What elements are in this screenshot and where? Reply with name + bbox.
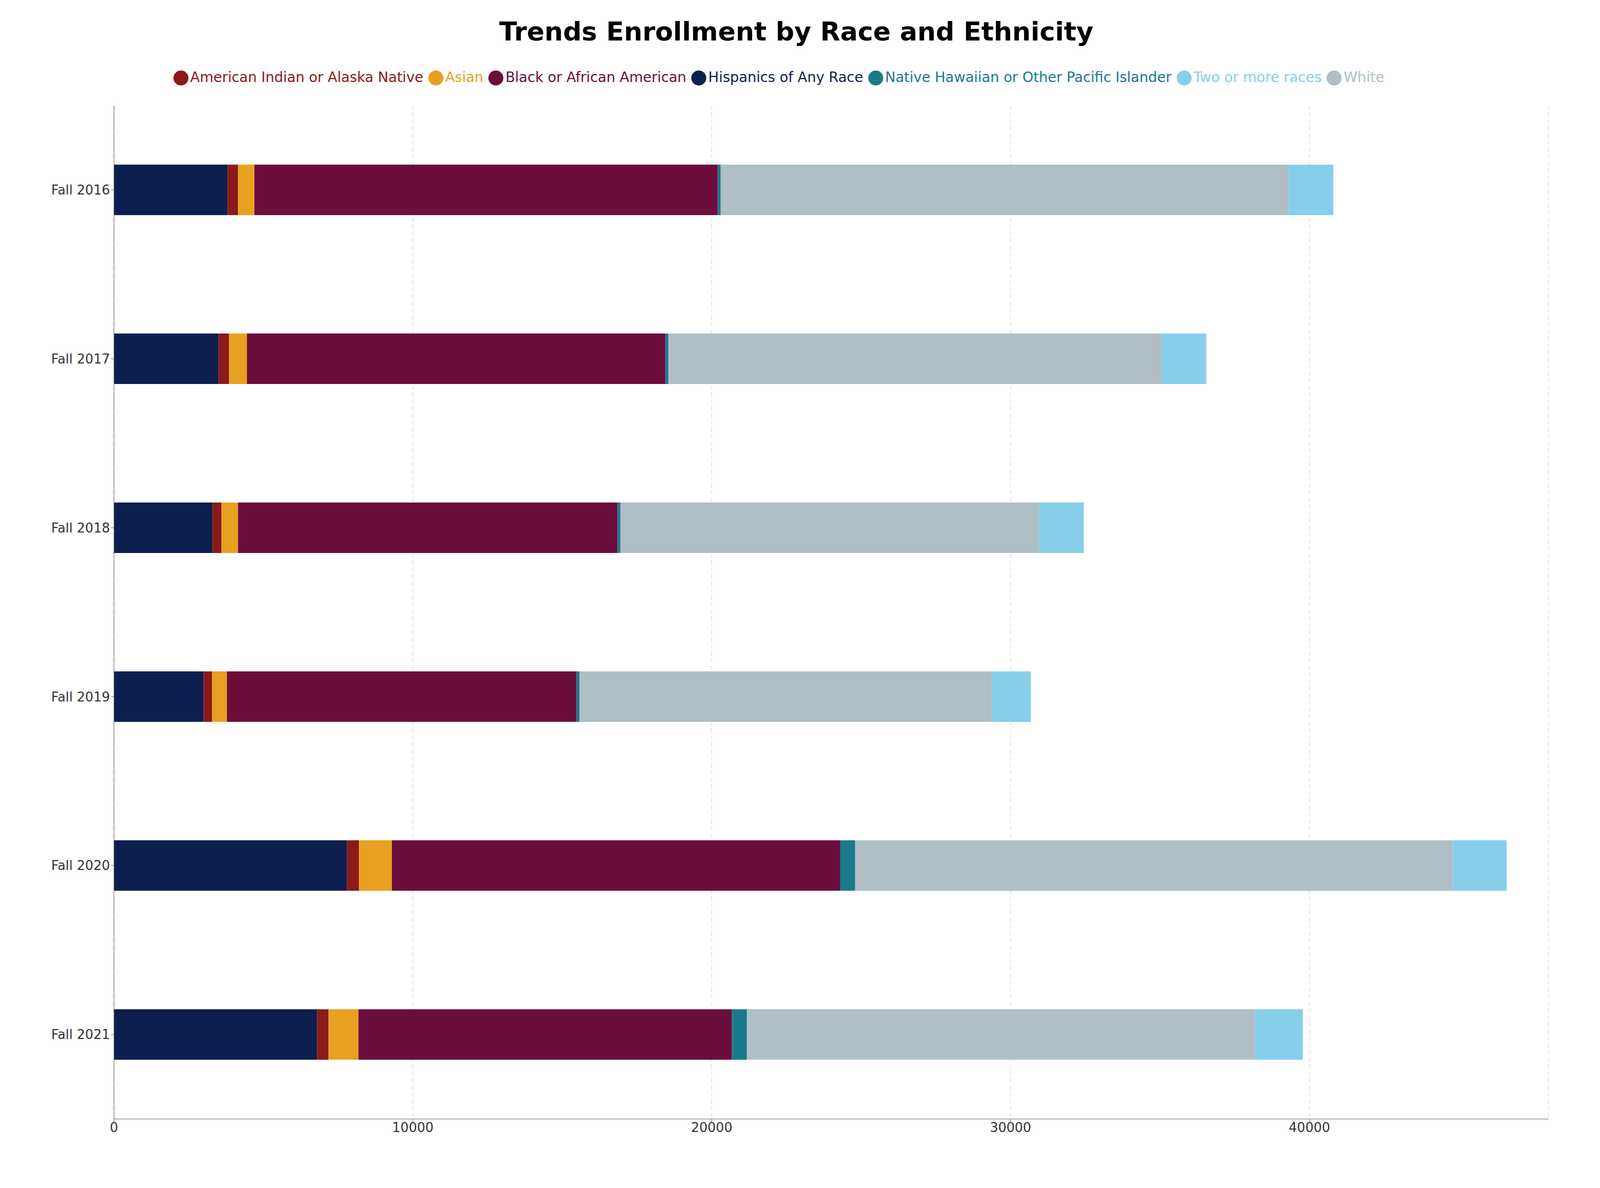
svg-text:Fall 2016: Fall 2016 <box>51 182 110 198</box>
html-text:Black or African American: Black or African American <box>505 68 687 86</box>
svg-text:30000: 30000 <box>989 1119 1032 1135</box>
html-text:Trends Enrollment by Race and: Trends Enrollment by Race and Ethnicity <box>499 16 1094 47</box>
html-text:White: White <box>1343 68 1385 86</box>
html-text:Hispanics of Any Race: Hispanics of Any Race <box>708 68 864 86</box>
svg-text:0: 0 <box>109 1119 119 1135</box>
svg-text:10000: 10000 <box>392 1119 434 1135</box>
html-text:Native Hawaiian or Other Pacif: Native Hawaiian or Other Pacific Islande… <box>885 68 1172 86</box>
html-text:Asian: Asian <box>445 68 484 86</box>
svg-text:40000: 40000 <box>1288 1119 1331 1135</box>
svg-text:Fall 2021: Fall 2021 <box>51 1026 110 1042</box>
svg-text:20000: 20000 <box>690 1119 733 1135</box>
svg-text:Fall 2017: Fall 2017 <box>51 351 110 367</box>
svg-text:Fall 2018: Fall 2018 <box>51 520 110 536</box>
html-text:American Indian or Alaska Nati: American Indian or Alaska Native <box>190 68 424 86</box>
html-text:Two or more races: Two or more races <box>1193 68 1322 86</box>
svg-text:Fall 2020: Fall 2020 <box>51 857 110 873</box>
svg-text:Fall 2019: Fall 2019 <box>51 689 110 705</box>
